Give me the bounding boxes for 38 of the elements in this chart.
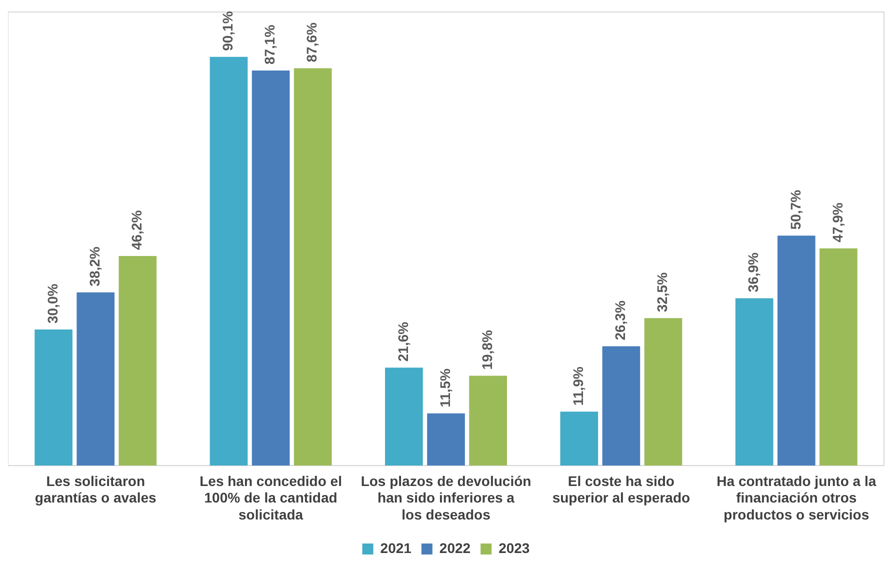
x-tick-label: Ha contratado junto a la financiación otros productos o servicios: [716, 472, 876, 522]
data-label: 87,1%: [262, 24, 278, 65]
bar: [118, 256, 157, 466]
data-label: 87,6%: [304, 22, 320, 62]
data-label: 19,8%: [478, 330, 495, 370]
legend-label: 2022: [439, 540, 471, 556]
data-label: 38,2%: [86, 246, 102, 286]
data-label: 11,9%: [570, 366, 586, 406]
data-label: 26,3%: [612, 300, 628, 340]
data-label: 47,9%: [829, 202, 846, 242]
legend-label: 2023: [498, 540, 530, 556]
x-tick-label: Les solicitaron garantías o avales: [34, 472, 157, 506]
data-label: 21,6%: [394, 321, 411, 362]
bar: [76, 292, 115, 466]
data-label: 36,9%: [745, 252, 762, 292]
bar: [427, 413, 465, 466]
data-label: 32,5%: [654, 272, 670, 312]
bar: [385, 368, 423, 466]
data-label: 46,2%: [128, 210, 145, 250]
x-tick-label: Les han concedido el 100% de la cantidad solicitada: [200, 472, 342, 522]
data-label: 30,0%: [44, 283, 60, 324]
data-label: 90,1%: [220, 10, 236, 51]
bar: [469, 376, 507, 466]
bar: [560, 412, 598, 466]
data-label: 50,7%: [787, 189, 804, 230]
x-tick-label: El coste ha sido superior al esperado: [552, 472, 690, 506]
data-label: 11,5%: [436, 368, 453, 408]
bar: [820, 248, 858, 466]
legend-label: 2021: [380, 540, 412, 556]
bar: [210, 56, 248, 466]
bar: [735, 298, 774, 466]
x-tick-label: Los plazos de devolución han sido inferiores a los deseados: [360, 472, 532, 522]
bar: [602, 346, 640, 466]
bar: [294, 68, 332, 466]
bar: [34, 330, 72, 466]
bar: [777, 236, 816, 466]
bar: [252, 70, 290, 466]
bar: [644, 318, 682, 466]
